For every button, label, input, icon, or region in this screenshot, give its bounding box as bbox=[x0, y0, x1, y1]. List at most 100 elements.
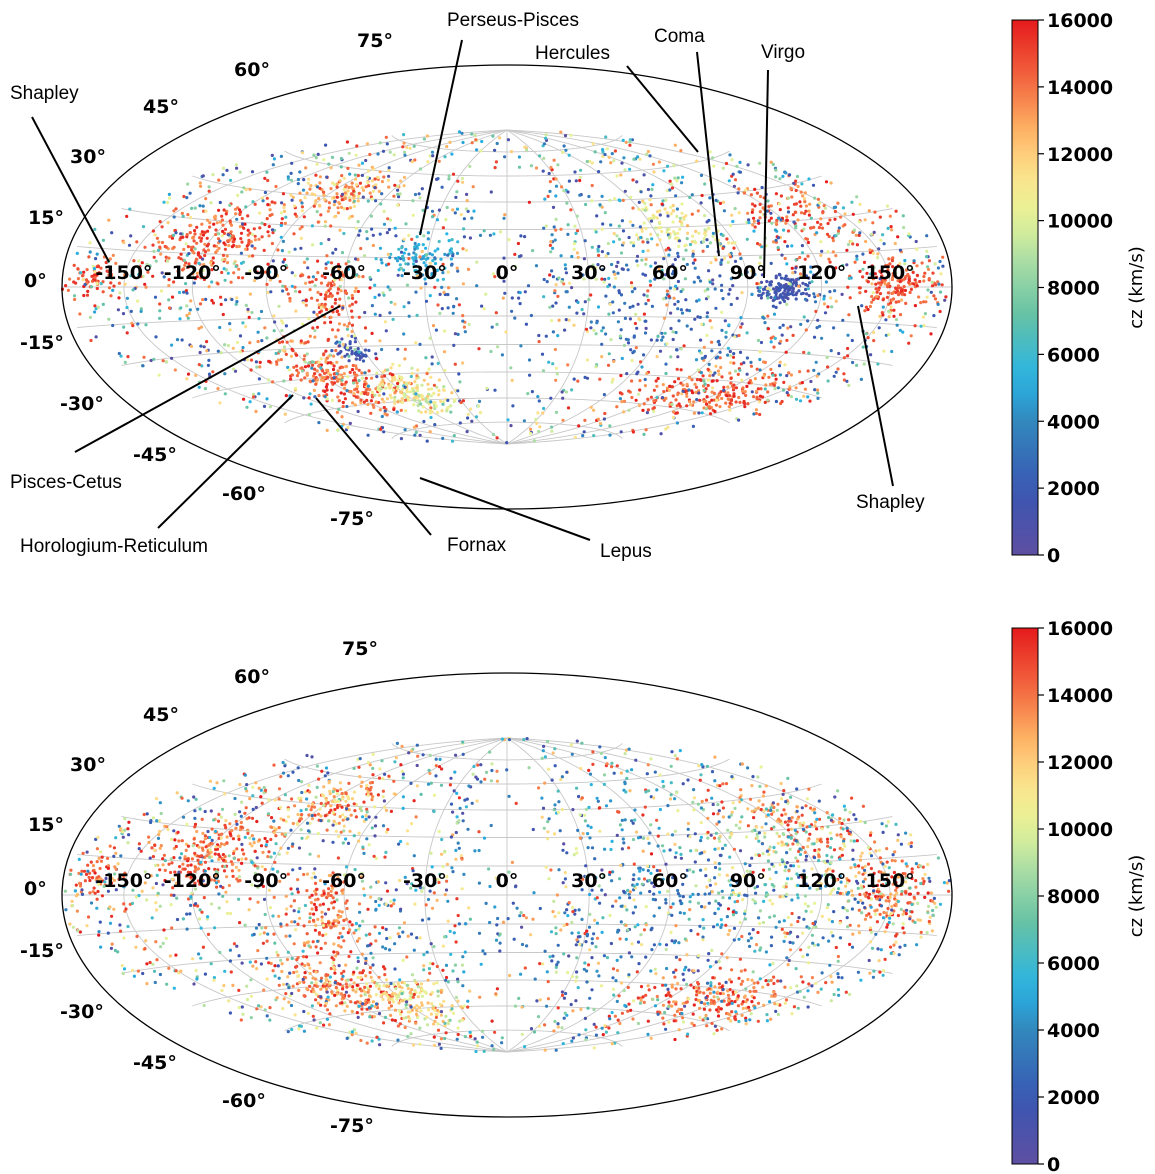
galaxy-point bbox=[943, 298, 947, 302]
galaxy-point bbox=[657, 267, 662, 271]
galaxy-point bbox=[277, 304, 281, 308]
galaxy-point bbox=[180, 211, 184, 215]
galaxy-point bbox=[206, 218, 210, 222]
galaxy-point bbox=[879, 238, 883, 242]
galaxy-point bbox=[423, 277, 427, 281]
galaxy-point bbox=[920, 261, 924, 265]
galaxy-point bbox=[393, 183, 397, 187]
galaxy-point bbox=[789, 325, 793, 329]
galaxy-point bbox=[295, 374, 300, 378]
galaxy-point bbox=[300, 205, 304, 209]
galaxy-point bbox=[576, 300, 580, 304]
galaxy-point bbox=[226, 271, 230, 275]
galaxy-point bbox=[802, 227, 806, 231]
galaxy-point bbox=[181, 268, 185, 272]
galaxy-point bbox=[261, 884, 265, 889]
galaxy-point bbox=[334, 341, 338, 345]
galaxy-point bbox=[641, 207, 645, 211]
galaxy-point bbox=[289, 887, 293, 891]
galaxy-point bbox=[351, 379, 356, 383]
galaxy-point bbox=[305, 987, 309, 991]
galaxy-point bbox=[225, 168, 229, 172]
galaxy-point bbox=[519, 234, 523, 238]
galaxy-point bbox=[123, 871, 127, 875]
galaxy-point bbox=[468, 164, 472, 168]
galaxy-point bbox=[848, 923, 852, 927]
galaxy-point bbox=[110, 231, 114, 235]
galaxy-point bbox=[313, 881, 318, 886]
galaxy-point bbox=[319, 357, 323, 361]
galaxy-point bbox=[787, 292, 791, 296]
galaxy-point bbox=[199, 325, 204, 329]
galaxy-point bbox=[903, 258, 907, 263]
galaxy-point bbox=[718, 393, 722, 397]
annotation-label: Shapley bbox=[856, 492, 925, 513]
galaxy-point bbox=[403, 153, 407, 157]
annotation-label: Shapley bbox=[10, 83, 79, 104]
galaxy-point bbox=[680, 202, 684, 206]
galaxy-point bbox=[300, 813, 304, 817]
galaxy-point bbox=[896, 235, 900, 239]
latitude-tick-label: 0° bbox=[24, 270, 47, 292]
galaxy-point bbox=[557, 318, 561, 322]
galaxy-point bbox=[236, 193, 240, 197]
galaxy-point bbox=[319, 1003, 323, 1007]
galaxy-point bbox=[95, 252, 99, 256]
galaxy-point bbox=[266, 290, 270, 295]
galaxy-point bbox=[892, 870, 897, 875]
galaxy-point bbox=[415, 386, 419, 390]
galaxy-point bbox=[794, 266, 798, 270]
galaxy-point bbox=[870, 275, 874, 279]
galaxy-point bbox=[305, 191, 309, 195]
galaxy-point bbox=[550, 269, 554, 273]
galaxy-point bbox=[732, 392, 736, 396]
galaxy-point bbox=[153, 233, 157, 237]
galaxy-point bbox=[143, 245, 147, 249]
galaxy-point bbox=[428, 252, 432, 256]
galaxy-point bbox=[894, 271, 898, 275]
galaxy-point bbox=[885, 925, 889, 929]
galaxy-point bbox=[289, 377, 293, 381]
galaxy-point bbox=[111, 253, 115, 257]
galaxy-point bbox=[248, 842, 252, 846]
galaxy-point bbox=[929, 332, 933, 336]
galaxy-point bbox=[217, 208, 221, 212]
galaxy-point bbox=[334, 891, 339, 895]
galaxy-point bbox=[636, 263, 640, 268]
galaxy-point bbox=[198, 302, 203, 306]
galaxy-point bbox=[321, 902, 325, 906]
galaxy-point bbox=[858, 291, 862, 295]
galaxy-point bbox=[309, 402, 313, 406]
galaxy-point bbox=[892, 308, 896, 312]
galaxy-point bbox=[608, 198, 612, 202]
galaxy-point bbox=[674, 284, 678, 288]
galaxy-point bbox=[416, 396, 420, 400]
galaxy-point bbox=[807, 293, 811, 298]
galaxy-point bbox=[653, 215, 657, 219]
galaxy-point bbox=[249, 240, 253, 244]
galaxy-point bbox=[840, 292, 844, 296]
galaxy-point bbox=[705, 244, 710, 249]
galaxy-point bbox=[912, 259, 916, 263]
galaxy-point bbox=[224, 268, 228, 272]
galaxy-point bbox=[456, 999, 460, 1003]
galaxy-point bbox=[594, 365, 598, 369]
galaxy-point bbox=[210, 298, 214, 303]
galaxy-point bbox=[335, 360, 339, 364]
galaxy-point bbox=[245, 358, 250, 362]
galaxy-point bbox=[676, 251, 680, 255]
galaxy-point bbox=[319, 281, 324, 285]
galaxy-point bbox=[350, 352, 354, 356]
galaxy-point bbox=[236, 858, 241, 862]
galaxy-point bbox=[867, 209, 871, 213]
galaxy-point bbox=[462, 227, 466, 231]
galaxy-point bbox=[326, 209, 330, 213]
galaxy-point bbox=[251, 254, 255, 258]
galaxy-point bbox=[548, 273, 552, 277]
galaxy-point bbox=[623, 316, 628, 320]
galaxy-point bbox=[193, 277, 197, 281]
galaxy-point bbox=[786, 285, 790, 289]
galaxy-point bbox=[204, 845, 208, 849]
galaxy-point bbox=[503, 291, 507, 295]
galaxy-point bbox=[410, 237, 414, 241]
